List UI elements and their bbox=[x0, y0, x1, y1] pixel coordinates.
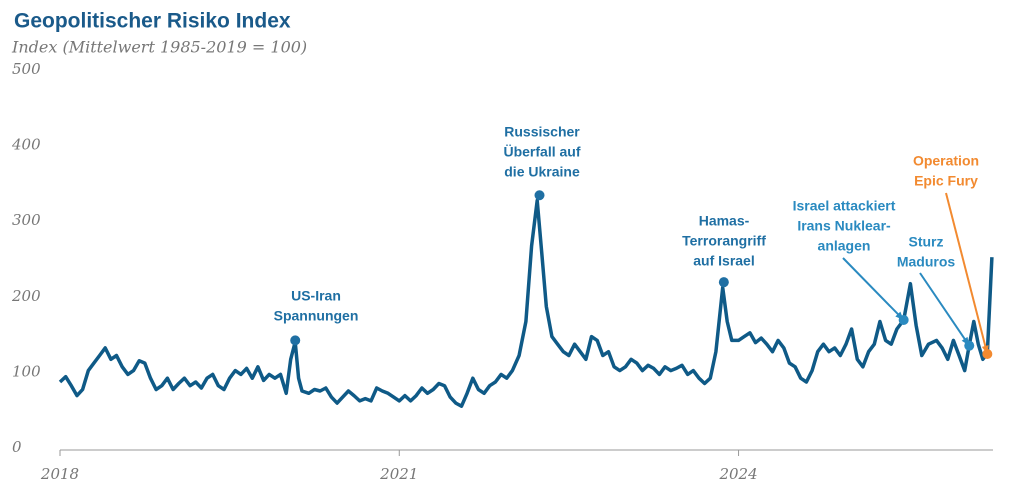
annotation-label: Hamas- bbox=[699, 213, 750, 229]
annotation-point bbox=[982, 348, 993, 359]
annotation-label: anlagen bbox=[818, 238, 871, 254]
y-tick-label: 300 bbox=[12, 211, 41, 229]
annotation-label: Sturz bbox=[909, 234, 944, 250]
annotation-point bbox=[718, 277, 729, 288]
annotation-label: Irans Nuklear- bbox=[797, 218, 891, 234]
y-tick-label: 500 bbox=[12, 60, 41, 78]
annotation-label: Russischer bbox=[504, 124, 580, 140]
annotation-arrow bbox=[842, 257, 905, 321]
annotation-point bbox=[534, 190, 545, 201]
x-tick-label: 2018 bbox=[40, 465, 79, 483]
line bbox=[58, 198, 994, 408]
annotation-arrow bbox=[919, 272, 971, 347]
chart-title: Geopolitischer Risiko Index bbox=[14, 10, 291, 33]
chart-subtitle: Index (Mittelwert 1985-2019 = 100) bbox=[11, 38, 307, 57]
annotation-label: Maduros bbox=[897, 254, 956, 270]
annotation-arrow bbox=[945, 192, 989, 355]
annotation-point bbox=[290, 335, 301, 346]
annotation-point bbox=[898, 314, 909, 325]
annotation-label: US-Iran bbox=[291, 288, 341, 304]
y-tick-label: 100 bbox=[12, 362, 41, 380]
annotation-label: Israel attackiert bbox=[793, 198, 896, 214]
y-tick-label: 0 bbox=[12, 438, 22, 456]
annotation-label: Terrorangriff bbox=[682, 233, 766, 249]
x-tick-label: 2021 bbox=[379, 465, 418, 483]
y-tick-label: 200 bbox=[11, 287, 41, 305]
y-tick-label: 400 bbox=[11, 136, 41, 154]
annotation-label: auf Israel bbox=[693, 253, 754, 269]
annotation-label: Spannungen bbox=[274, 308, 359, 324]
x-tick-label: 2024 bbox=[718, 465, 757, 483]
annotation-label: die Ukraine bbox=[504, 164, 580, 180]
annotation-label: Epic Fury bbox=[914, 173, 978, 189]
annotation-label: Operation bbox=[913, 153, 979, 169]
annotation-point bbox=[964, 340, 975, 351]
annotation-label: Überfall auf bbox=[503, 144, 580, 160]
